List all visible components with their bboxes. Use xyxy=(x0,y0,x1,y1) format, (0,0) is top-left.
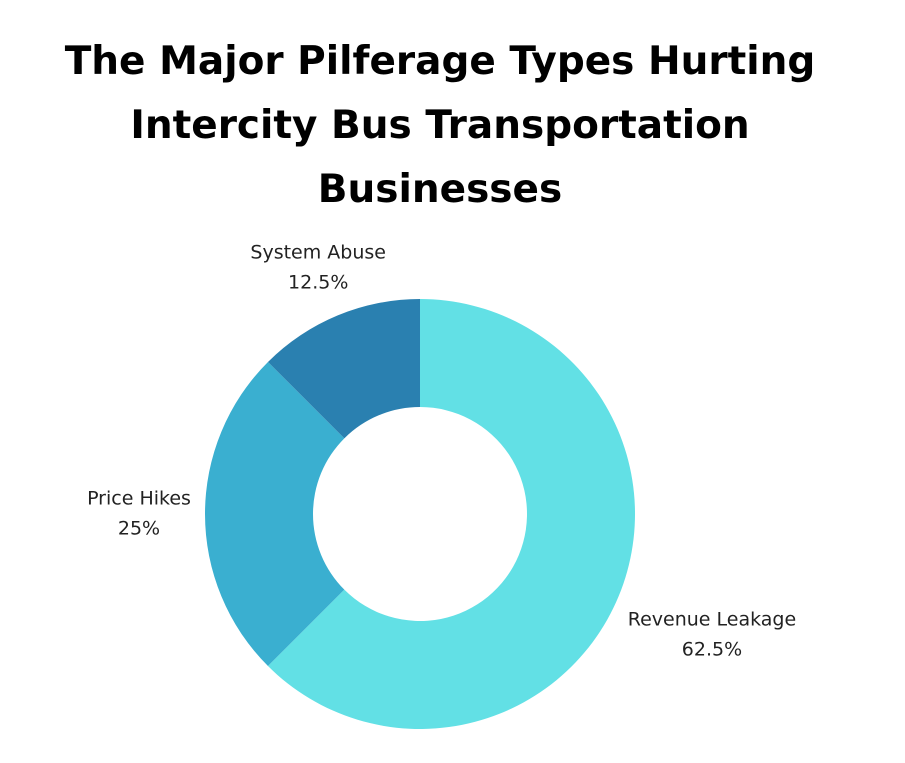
slice xyxy=(205,361,345,667)
value-label: 12.5% xyxy=(288,272,348,294)
chart-title: The Major Pilferage Types Hurting Interc… xyxy=(64,39,816,212)
slice xyxy=(267,299,420,439)
value-label: 25% xyxy=(118,518,160,540)
value-label: 62.5% xyxy=(682,638,742,660)
slice-label: Revenue Leakage xyxy=(628,608,796,630)
slice-label: Price Hikes xyxy=(87,488,191,510)
slice-label: System Abuse xyxy=(250,242,386,264)
slice xyxy=(267,299,635,729)
